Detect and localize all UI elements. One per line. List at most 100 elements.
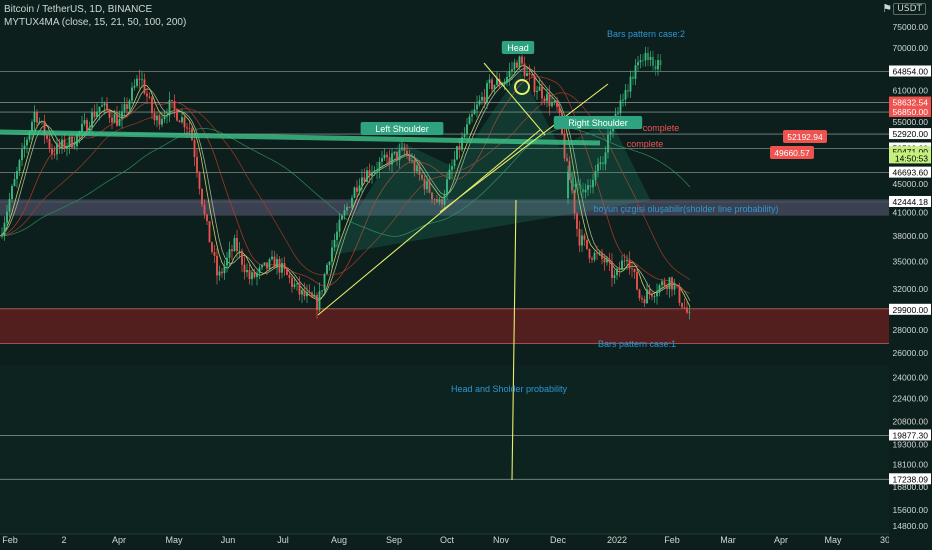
- price-tag: [889, 429, 931, 441]
- price-tag: [889, 65, 931, 77]
- y-tick-label: 14800.00: [893, 521, 929, 531]
- candle-body: [408, 154, 411, 161]
- candle-body: [518, 56, 521, 68]
- candle-body: [428, 181, 431, 193]
- x-tick-label: Aug: [331, 535, 347, 545]
- candle-body: [546, 93, 548, 102]
- candle-body: [18, 160, 21, 172]
- price-tag: [889, 106, 931, 118]
- candle-body: [316, 294, 318, 310]
- candle-body: [163, 115, 166, 120]
- candle-body: [601, 252, 603, 259]
- y-tick-label: 20800.00: [893, 416, 929, 426]
- candle-body: [356, 187, 358, 192]
- candle-body: [133, 85, 136, 88]
- candle-body: [336, 231, 338, 240]
- ma-21-line: [0, 67, 691, 301]
- candle-body: [151, 97, 153, 114]
- currency-badge[interactable]: USDT: [893, 3, 926, 15]
- candle-body: [211, 242, 213, 253]
- candle-body: [666, 285, 668, 289]
- price-tag-label: 42444.18: [893, 197, 929, 207]
- candle-body: [398, 149, 401, 161]
- candle-body: [141, 79, 143, 81]
- candle-body: [631, 268, 633, 270]
- candle-body: [533, 75, 536, 93]
- annotation-label: Right Shoulder: [568, 118, 628, 128]
- head-circle: [514, 79, 530, 95]
- candle-body: [678, 286, 681, 303]
- candle-body: [218, 271, 221, 276]
- candle-body: [663, 281, 666, 286]
- candle-body: [8, 199, 11, 212]
- projected-body: [649, 56, 652, 60]
- y-tick-label: 41000.00: [893, 208, 929, 218]
- y-axis-panel: [889, 0, 932, 550]
- annotation-badge: [553, 116, 643, 129]
- annotation-label: complete: [643, 123, 680, 133]
- candle-body: [186, 127, 188, 129]
- candle-body: [158, 116, 161, 125]
- candle-body: [506, 77, 508, 83]
- candle-body: [286, 269, 288, 275]
- projected-body: [647, 52, 649, 60]
- price-tag: [889, 128, 931, 140]
- candle-body: [311, 292, 313, 297]
- candle-body: [303, 290, 306, 297]
- y-tick-label: 55000.00: [893, 117, 929, 127]
- candle-body: [681, 302, 683, 308]
- projected-body: [652, 56, 654, 66]
- float-price-tag: [770, 146, 814, 159]
- projected-body: [637, 62, 639, 66]
- price-tag: [889, 146, 931, 158]
- candle-body: [183, 117, 186, 128]
- candle-body: [378, 161, 381, 170]
- candle-body: [591, 258, 593, 260]
- candle-body: [113, 114, 116, 123]
- candle-body: [461, 137, 463, 150]
- bell-icon[interactable]: ⚑: [882, 2, 892, 15]
- candle-body: [166, 115, 168, 117]
- candle-body: [173, 101, 176, 110]
- candle-body: [213, 252, 216, 256]
- head-shoulders-shape: [329, 71, 651, 256]
- candle-body: [573, 190, 576, 214]
- candle-body: [558, 106, 561, 114]
- candle-body: [503, 82, 506, 85]
- head-left-line: [483, 62, 546, 136]
- candle-body: [201, 188, 203, 205]
- candle-body: [438, 199, 441, 203]
- candle-body: [53, 154, 56, 155]
- candle-body: [273, 256, 276, 268]
- candle-body: [86, 120, 88, 131]
- candle-body: [331, 247, 333, 262]
- neckline: [0, 129, 601, 146]
- x-tick-label: Jul: [277, 535, 289, 545]
- candle-body: [301, 290, 303, 295]
- candle-body: [203, 204, 206, 215]
- candle-body: [581, 235, 583, 246]
- projected-body: [579, 184, 582, 189]
- candle-body: [66, 146, 68, 149]
- candle-body: [88, 127, 91, 131]
- float-price-label: 49660.57: [774, 148, 810, 158]
- candle-body: [41, 120, 43, 122]
- candle-body: [673, 285, 676, 290]
- candle-body: [98, 106, 101, 112]
- candle-body: [123, 104, 126, 112]
- candle-body: [426, 181, 428, 190]
- candle-body: [271, 256, 273, 260]
- candle-body: [643, 299, 646, 304]
- candle-body: [598, 252, 601, 254]
- candle-body: [313, 294, 316, 297]
- projected-body: [634, 65, 637, 79]
- projected-body: [572, 176, 574, 187]
- candle-body: [593, 252, 596, 260]
- candle-body: [276, 259, 278, 268]
- candle-body: [148, 96, 151, 98]
- candle-body: [51, 148, 53, 155]
- candle-body: [526, 73, 528, 77]
- candle-body: [603, 258, 606, 263]
- candle-body: [636, 272, 638, 290]
